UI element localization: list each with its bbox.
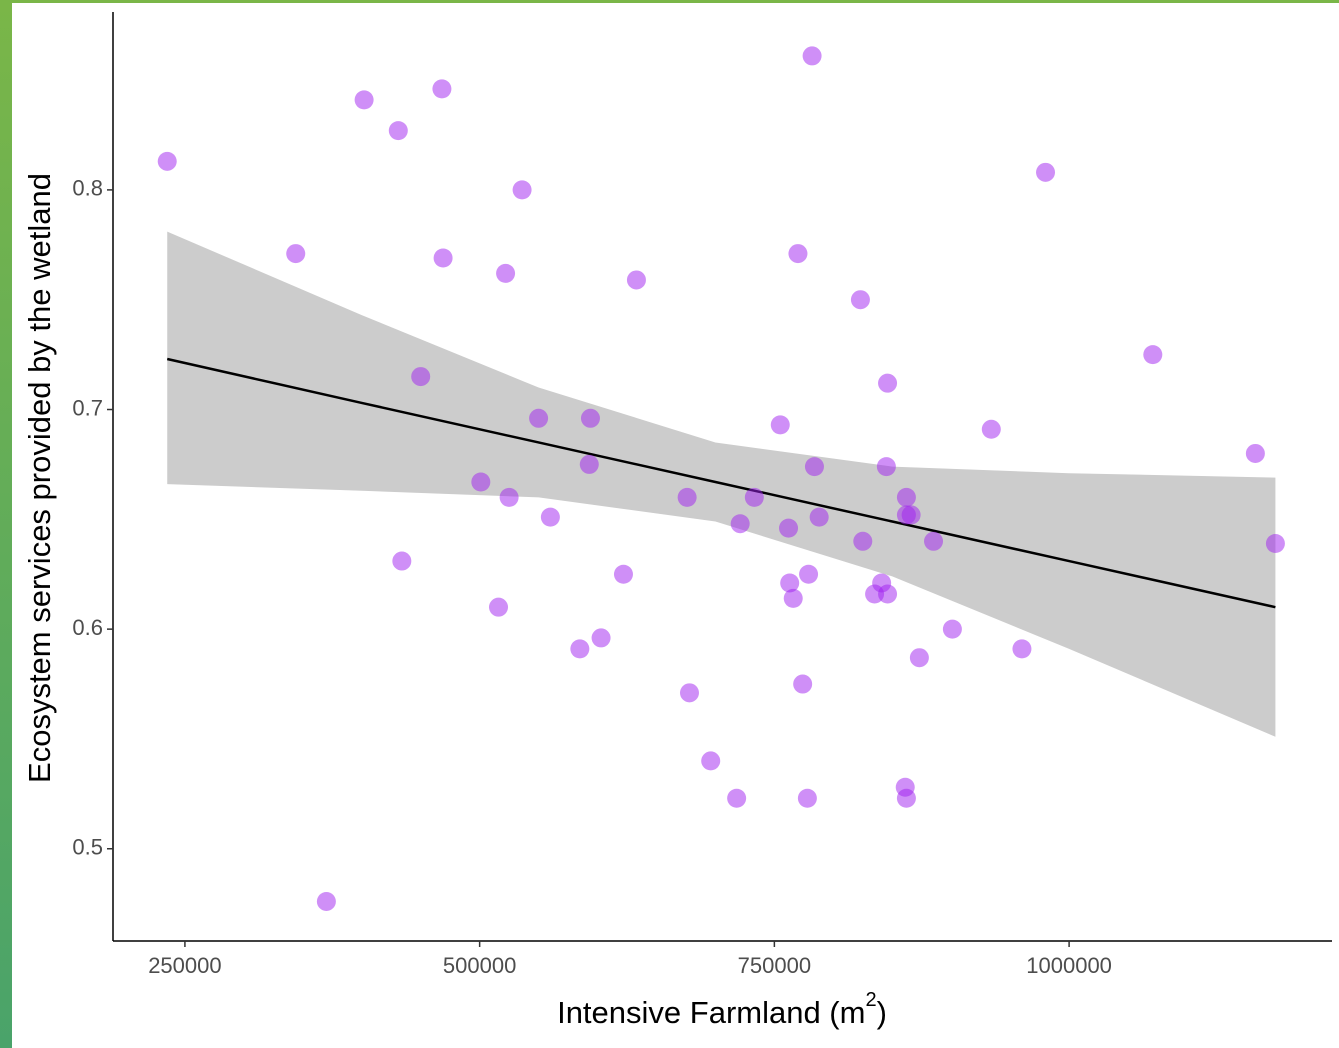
data-point bbox=[878, 584, 898, 604]
y-tick-label: 0.8 bbox=[72, 176, 103, 201]
data-point bbox=[799, 564, 819, 584]
data-point bbox=[570, 639, 590, 659]
x-axis-title-superscript: 2 bbox=[865, 989, 876, 1011]
y-tick-label: 0.6 bbox=[72, 615, 103, 640]
data-point bbox=[512, 180, 532, 200]
data-point bbox=[981, 419, 1001, 439]
data-point bbox=[354, 90, 374, 110]
data-point bbox=[157, 151, 177, 171]
data-point bbox=[613, 564, 633, 584]
data-point bbox=[853, 531, 873, 551]
data-point bbox=[540, 507, 560, 527]
data-point bbox=[896, 487, 916, 507]
x-tick-label: 500000 bbox=[443, 953, 516, 978]
data-point bbox=[1245, 443, 1265, 463]
data-point bbox=[471, 472, 491, 492]
data-point bbox=[579, 454, 599, 474]
data-point bbox=[797, 788, 817, 808]
y-tick-label: 0.5 bbox=[72, 835, 103, 860]
data-point bbox=[809, 507, 829, 527]
data-point bbox=[677, 487, 697, 507]
data-point bbox=[496, 263, 516, 283]
data-point bbox=[679, 683, 699, 703]
data-point bbox=[876, 457, 896, 477]
data-point bbox=[730, 514, 750, 534]
x-axis-title-suffix: ) bbox=[877, 995, 887, 1030]
data-point bbox=[783, 588, 803, 608]
data-point bbox=[942, 619, 962, 639]
data-point bbox=[901, 505, 921, 525]
x-axis-title: Intensive Farmland (m2) bbox=[557, 989, 887, 1030]
data-point bbox=[1036, 162, 1056, 182]
regression-line bbox=[166, 357, 1276, 609]
data-point bbox=[701, 751, 721, 771]
data-point bbox=[591, 628, 611, 648]
y-axis-title: Ecosystem services provided by the wetla… bbox=[22, 173, 57, 783]
data-point bbox=[1265, 533, 1285, 553]
data-point bbox=[1143, 345, 1163, 365]
x-tick-label: 1000000 bbox=[1026, 953, 1112, 978]
data-point bbox=[499, 487, 519, 507]
data-point bbox=[793, 674, 813, 694]
data-point bbox=[1012, 639, 1032, 659]
x-tick-label: 750000 bbox=[738, 953, 811, 978]
data-point bbox=[909, 648, 929, 668]
data-point bbox=[770, 415, 790, 435]
data-point bbox=[802, 46, 822, 66]
data-point bbox=[580, 408, 600, 428]
data-point bbox=[779, 518, 799, 538]
data-point bbox=[286, 244, 306, 264]
data-point bbox=[850, 290, 870, 310]
data-point bbox=[316, 891, 336, 911]
data-point bbox=[388, 121, 408, 141]
data-point bbox=[392, 551, 412, 571]
x-tick-label: 250000 bbox=[148, 953, 221, 978]
data-point bbox=[744, 487, 764, 507]
data-point bbox=[878, 373, 898, 393]
data-point bbox=[804, 457, 824, 477]
y-tick-label: 0.7 bbox=[72, 395, 103, 420]
data-point bbox=[788, 244, 808, 264]
data-point bbox=[411, 367, 431, 387]
data-point bbox=[626, 270, 646, 290]
data-point bbox=[780, 573, 800, 593]
data-point bbox=[529, 408, 549, 428]
data-point bbox=[727, 788, 747, 808]
data-point bbox=[924, 531, 944, 551]
data-point bbox=[433, 248, 453, 268]
x-axis-title-text: Intensive Farmland (m bbox=[557, 995, 865, 1030]
data-point bbox=[489, 597, 509, 617]
data-point bbox=[432, 79, 452, 99]
data-point bbox=[896, 788, 916, 808]
